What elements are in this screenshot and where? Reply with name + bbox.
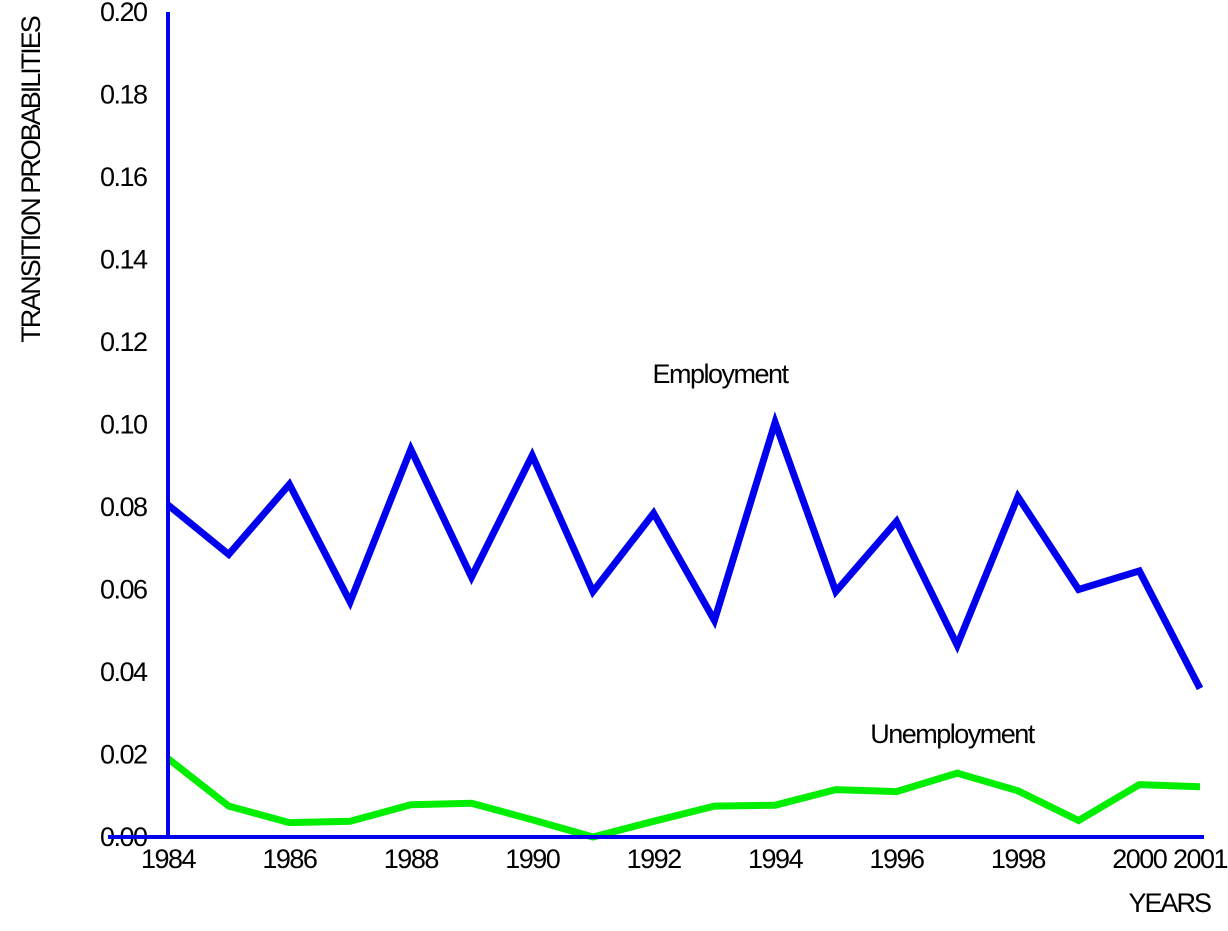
series-line-employment: [165, 411, 1204, 691]
series-layer: [165, 411, 1204, 841]
x-tick-label: 1994: [748, 844, 804, 874]
x-tick-label: 1990: [505, 844, 560, 874]
y-tick-label: 0.04: [100, 657, 148, 687]
series-line-unemployment: [165, 755, 1201, 841]
series-label-unemployment: Unemployment: [870, 719, 1036, 749]
x-tick-label: 2001: [1173, 844, 1228, 874]
y-tick-label: 0.16: [100, 162, 147, 192]
y-tick-label: 0.20: [100, 0, 147, 27]
y-tick-label: 0.18: [100, 80, 147, 110]
x-axis-tick-labels: 1984 1986 1988 1990 1992 1994 1996 1998 2000 2001: [141, 844, 1228, 874]
x-axis-title: YEARS: [1128, 888, 1211, 918]
y-tick-label: 0.14: [100, 245, 148, 275]
y-tick-label: 0.10: [100, 410, 147, 440]
y-tick-label: 0.02: [100, 740, 147, 770]
x-tick-label: 1996: [869, 844, 924, 874]
y-tick-label: 0.12: [100, 327, 147, 357]
x-tick-label: 1988: [384, 844, 439, 874]
y-axis-tick-labels: 0.000.020.040.060.080.100.120.140.160.18…: [100, 0, 150, 852]
x-tick-label: 1998: [991, 844, 1046, 874]
x-tick-label: 1992: [627, 844, 682, 874]
y-axis-title: TRANSITION PROBABILITIES: [16, 16, 46, 343]
series-label-employment: Employment: [652, 359, 789, 389]
y-tick-label: 0.08: [100, 492, 147, 522]
y-tick-label: 0.06: [100, 575, 147, 605]
x-tick-label: 1986: [262, 844, 317, 874]
x-tick-label: 2000: [1112, 844, 1167, 874]
x-tick-label: 1984: [141, 844, 197, 874]
